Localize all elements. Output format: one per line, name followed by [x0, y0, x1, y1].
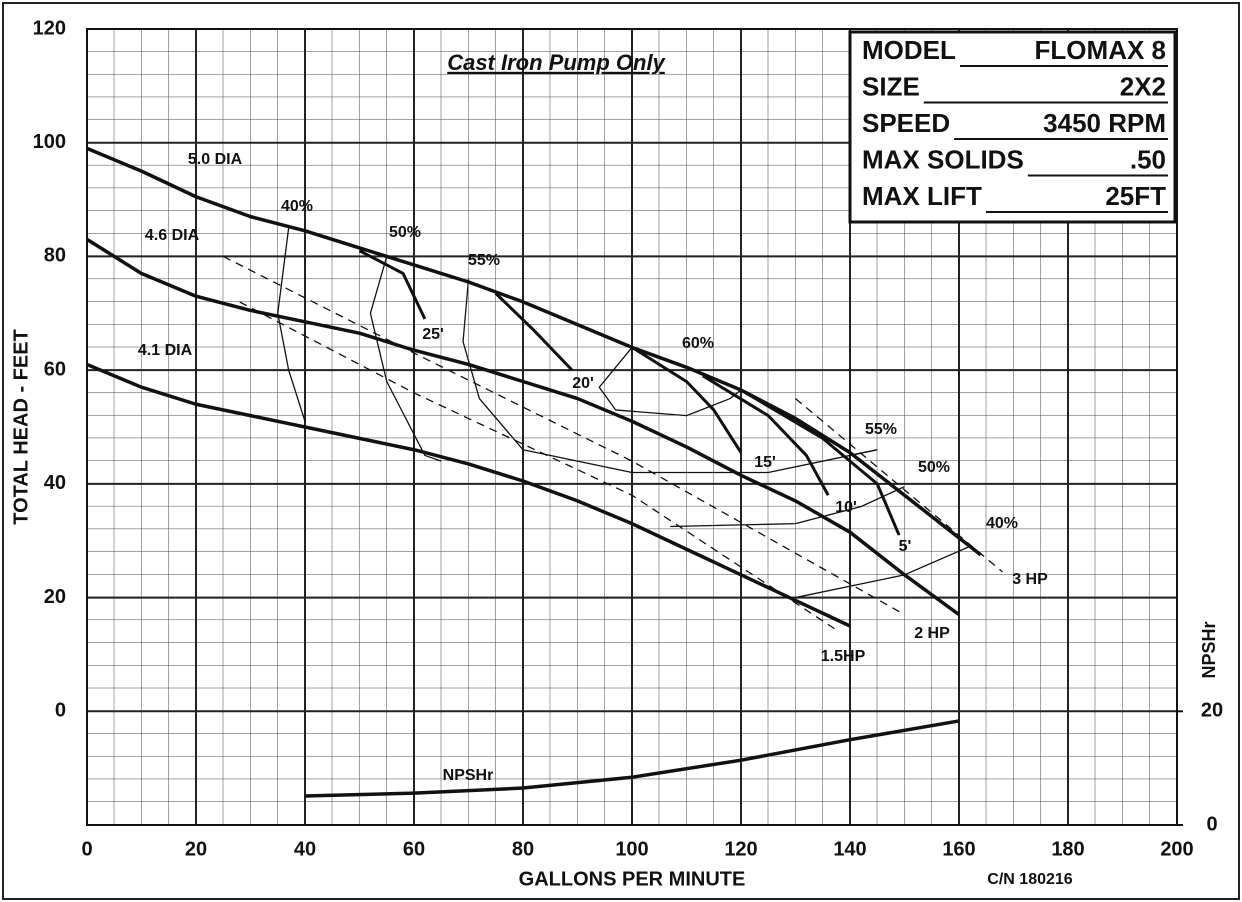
curve-label: 4.1 DIA [138, 342, 193, 359]
curve-label: 2 HP [914, 625, 950, 642]
spec-label: SIZE [862, 71, 920, 101]
curve-label: 10' [835, 499, 857, 516]
curve-label: 55% [468, 252, 500, 269]
x-tick-label: 40 [294, 838, 316, 860]
y-tick-label: 60 [44, 358, 66, 380]
curve-label: 20' [572, 375, 594, 392]
curve [86, 146, 982, 557]
x-tick-label: 200 [1160, 838, 1193, 860]
curve [277, 227, 306, 422]
x-tick-label: 180 [1051, 838, 1084, 860]
curve-label: 5.0 DIA [188, 151, 243, 168]
x-tick-label: 100 [615, 838, 648, 860]
spec-box [848, 30, 1177, 224]
curve [494, 292, 574, 372]
spec-value: 2X2 [1120, 71, 1166, 101]
y-tick-label: 120 [33, 17, 66, 39]
curve-label: 4.6 DIA [145, 227, 200, 244]
y-tick-label: 20 [44, 586, 66, 608]
curve-label: 50% [389, 224, 421, 241]
spec-value: .50 [1130, 144, 1166, 174]
chart-title: Cast Iron Pump Only [447, 50, 666, 75]
x-tick-label: 120 [724, 838, 757, 860]
spec-label: SPEED [862, 108, 950, 138]
curve [304, 719, 960, 798]
curve-label: 25' [422, 326, 444, 343]
y2-tick-label: 20 [1201, 700, 1223, 722]
curve [795, 398, 1004, 573]
curve [462, 279, 878, 474]
x-tick-label: 0 [81, 838, 92, 860]
curve [795, 545, 971, 599]
x-tick-label: 160 [942, 838, 975, 860]
x-tick-label: 80 [512, 838, 534, 860]
curve-label: NPSHr [443, 767, 494, 784]
curve [239, 301, 840, 633]
curve [740, 388, 901, 536]
curve [702, 374, 830, 496]
spec-value: 25FT [1105, 181, 1166, 211]
curve [631, 346, 743, 454]
x-tick-label: 140 [833, 838, 866, 860]
x-tick-label: 20 [185, 838, 207, 860]
y-tick-label: 80 [44, 245, 66, 267]
curve-label: 60% [682, 335, 714, 352]
y-tick-label: 100 [33, 131, 66, 153]
curve-label: 15' [754, 454, 776, 471]
curve-label: 55% [865, 421, 897, 438]
curve [369, 256, 442, 462]
y2-axis-label: NPSHr [1199, 621, 1219, 678]
x-axis-label: GALLONS PER MINUTE [519, 868, 746, 890]
spec-label: MAX LIFT [862, 181, 982, 211]
curve-label: 40% [281, 198, 313, 215]
curve-label: 3 HP [1012, 571, 1048, 588]
curve [86, 237, 961, 617]
spec-value: FLOMAX 8 [1035, 35, 1166, 65]
x-tick-label: 60 [403, 838, 425, 860]
spec-label: MAX SOLIDS [862, 144, 1024, 174]
y-tick-label: 0 [55, 700, 66, 722]
curve [358, 249, 427, 320]
curve [670, 486, 905, 528]
plot-frame [86, 28, 1178, 826]
curve-label: 1.5HP [821, 648, 866, 665]
spec-label: MODEL [862, 35, 956, 65]
curve [86, 362, 851, 628]
footnote: C/N 180216 [987, 871, 1072, 888]
spec-value: 3450 RPM [1043, 108, 1166, 138]
y2-tick-label: 0 [1206, 813, 1217, 835]
y-axis-label: TOTAL HEAD - FEET [10, 329, 32, 525]
curve [849, 449, 878, 457]
y-tick-label: 40 [44, 472, 66, 494]
curve [598, 346, 742, 417]
curve-label: 5' [899, 538, 912, 555]
curve-label: 40% [986, 515, 1018, 532]
curve-label: 50% [918, 459, 950, 476]
